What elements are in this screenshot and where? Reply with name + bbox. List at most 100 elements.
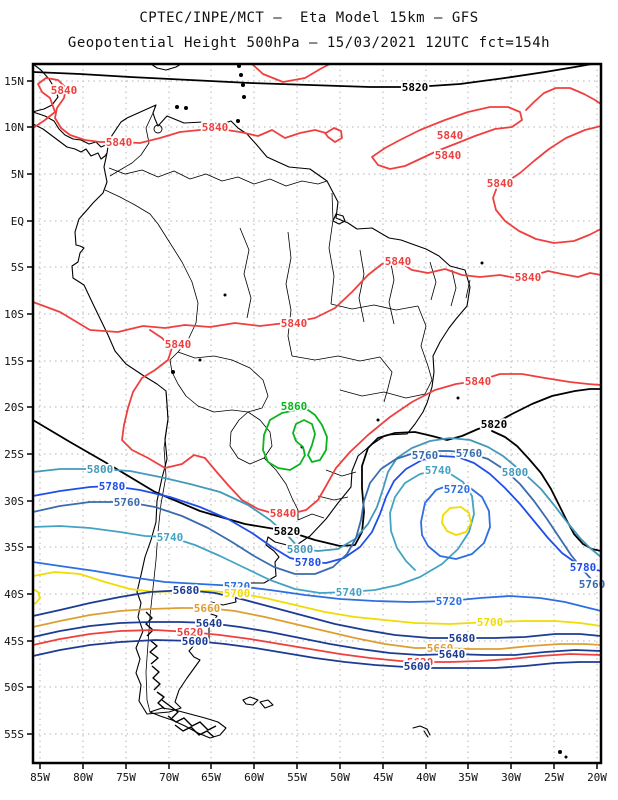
contour-line-5640 — [32, 621, 602, 656]
country-state-border — [285, 231, 293, 357]
country-state-border — [358, 249, 365, 323]
island-dot — [236, 119, 240, 123]
contour-label-5740: 5740 — [157, 531, 184, 544]
contour-line-5780 — [32, 455, 602, 572]
contour-label-5780: 5780 — [99, 480, 126, 493]
y-tick-label: 10N — [4, 121, 24, 134]
country-state-border — [328, 192, 335, 305]
contour-line-5840 — [121, 329, 602, 515]
terrain-hatch — [156, 691, 166, 710]
contour-line-5840 — [525, 87, 602, 111]
country-state-border — [317, 495, 349, 501]
x-tick-label: 65W — [201, 771, 221, 784]
map-frame — [31, 62, 603, 765]
country-state-border — [379, 356, 393, 403]
x-tick-label: 45W — [373, 771, 393, 784]
y-tick-label: 10S — [4, 308, 24, 321]
contour-label-5700: 5700 — [224, 587, 251, 600]
x-tick-label: 85W — [30, 771, 50, 784]
contour-line-5740 — [32, 469, 475, 594]
contour-label-5640: 5640 — [439, 648, 466, 661]
coastline — [242, 696, 259, 706]
contour-label-5680: 5680 — [173, 584, 200, 597]
x-tick-label: 50W — [330, 771, 350, 784]
contour-label-5760: 5760 — [579, 578, 606, 591]
contour-label-5640: 5640 — [196, 617, 223, 630]
contour-line-5660 — [32, 607, 602, 650]
island-dot — [175, 105, 179, 109]
contour-line-5840 — [32, 260, 602, 333]
y-tick-label: 20S — [4, 401, 24, 414]
contour-label-5820: 5820 — [274, 525, 301, 538]
contour-line-5840 — [32, 77, 343, 144]
island-dot — [456, 396, 460, 400]
contour-line-5680 — [32, 589, 602, 639]
contour-line-5840 — [251, 63, 331, 83]
country-state-border — [417, 305, 429, 367]
y-tick-label: 5N — [11, 168, 24, 181]
x-tick-label: 70W — [159, 771, 179, 784]
x-tick-label: 80W — [73, 771, 93, 784]
contour-label-5840: 5840 — [465, 375, 492, 388]
x-tick-label: 55W — [287, 771, 307, 784]
contour-label-5840: 5840 — [106, 136, 133, 149]
coastline — [259, 699, 274, 709]
contour-label-5740: 5740 — [336, 586, 363, 599]
x-tick-label: 35W — [458, 771, 478, 784]
contour-label-5620: 5620 — [177, 626, 204, 639]
island-dot — [198, 358, 202, 362]
country-state-border — [297, 513, 325, 521]
x-tick-label: 60W — [244, 771, 264, 784]
contour-line-5700 — [32, 571, 602, 627]
contour-label-5860: 5860 — [281, 400, 308, 413]
country-state-border — [108, 167, 328, 187]
coastline — [423, 730, 429, 738]
contour-line-5700 — [441, 506, 472, 536]
island-dot — [223, 293, 227, 297]
island-dot — [564, 755, 568, 759]
country-state-border — [429, 261, 437, 301]
x-tick-label: 25W — [544, 771, 564, 784]
y-tick-label: 5S — [11, 261, 24, 274]
contour-label-5780: 5780 — [570, 561, 597, 574]
y-tick-label: 15S — [4, 355, 24, 368]
contour-label-5800: 5800 — [287, 543, 314, 556]
terrain-hatch — [149, 639, 159, 665]
country-state-border — [450, 269, 457, 307]
country-state-border — [157, 223, 199, 353]
contour-label-5840: 5840 — [435, 149, 462, 162]
contour-label-5800: 5800 — [502, 466, 529, 479]
contour-label-5720: 5720 — [436, 595, 463, 608]
island-dot — [239, 73, 243, 77]
y-tick-label: 30S — [4, 495, 24, 508]
contour-line-5600 — [32, 639, 602, 669]
contour-label-5660: 5660 — [427, 642, 454, 655]
x-tick-label: 30W — [501, 771, 521, 784]
contour-label-5840: 5840 — [202, 121, 229, 134]
country-state-border — [339, 389, 426, 399]
coastline — [412, 725, 431, 736]
x-tick-label: 20W — [587, 771, 607, 784]
contour-label-5780: 5780 — [295, 556, 322, 569]
contour-line-5820 — [32, 63, 593, 88]
contour-label-5840: 5840 — [515, 271, 542, 284]
contour-label-5840: 5840 — [281, 317, 308, 330]
y-tick-label: 15N — [4, 75, 24, 88]
chart-title: CPTEC/INPE/MCT — Eta Model 15km — GFS Ge… — [0, 0, 618, 51]
coastline — [32, 123, 108, 160]
y-tick-label: 25S — [4, 448, 24, 461]
country-state-border — [109, 112, 154, 177]
y-tick-label: 40S — [4, 588, 24, 601]
contour-label-5700: 5700 — [477, 616, 504, 629]
contour-label-5840: 5840 — [165, 338, 192, 351]
contour-label-5840: 5840 — [385, 255, 412, 268]
contour-label-5740: 5740 — [425, 464, 452, 477]
contour-label-5720: 5720 — [224, 580, 251, 593]
island-dot — [558, 750, 562, 754]
contour-label-5760: 5760 — [412, 449, 439, 462]
terrain-hatch — [145, 611, 154, 637]
contour-label-5660: 5660 — [194, 602, 221, 615]
contour-line-5620 — [32, 629, 602, 663]
y-tick-label: 50S — [4, 681, 24, 694]
